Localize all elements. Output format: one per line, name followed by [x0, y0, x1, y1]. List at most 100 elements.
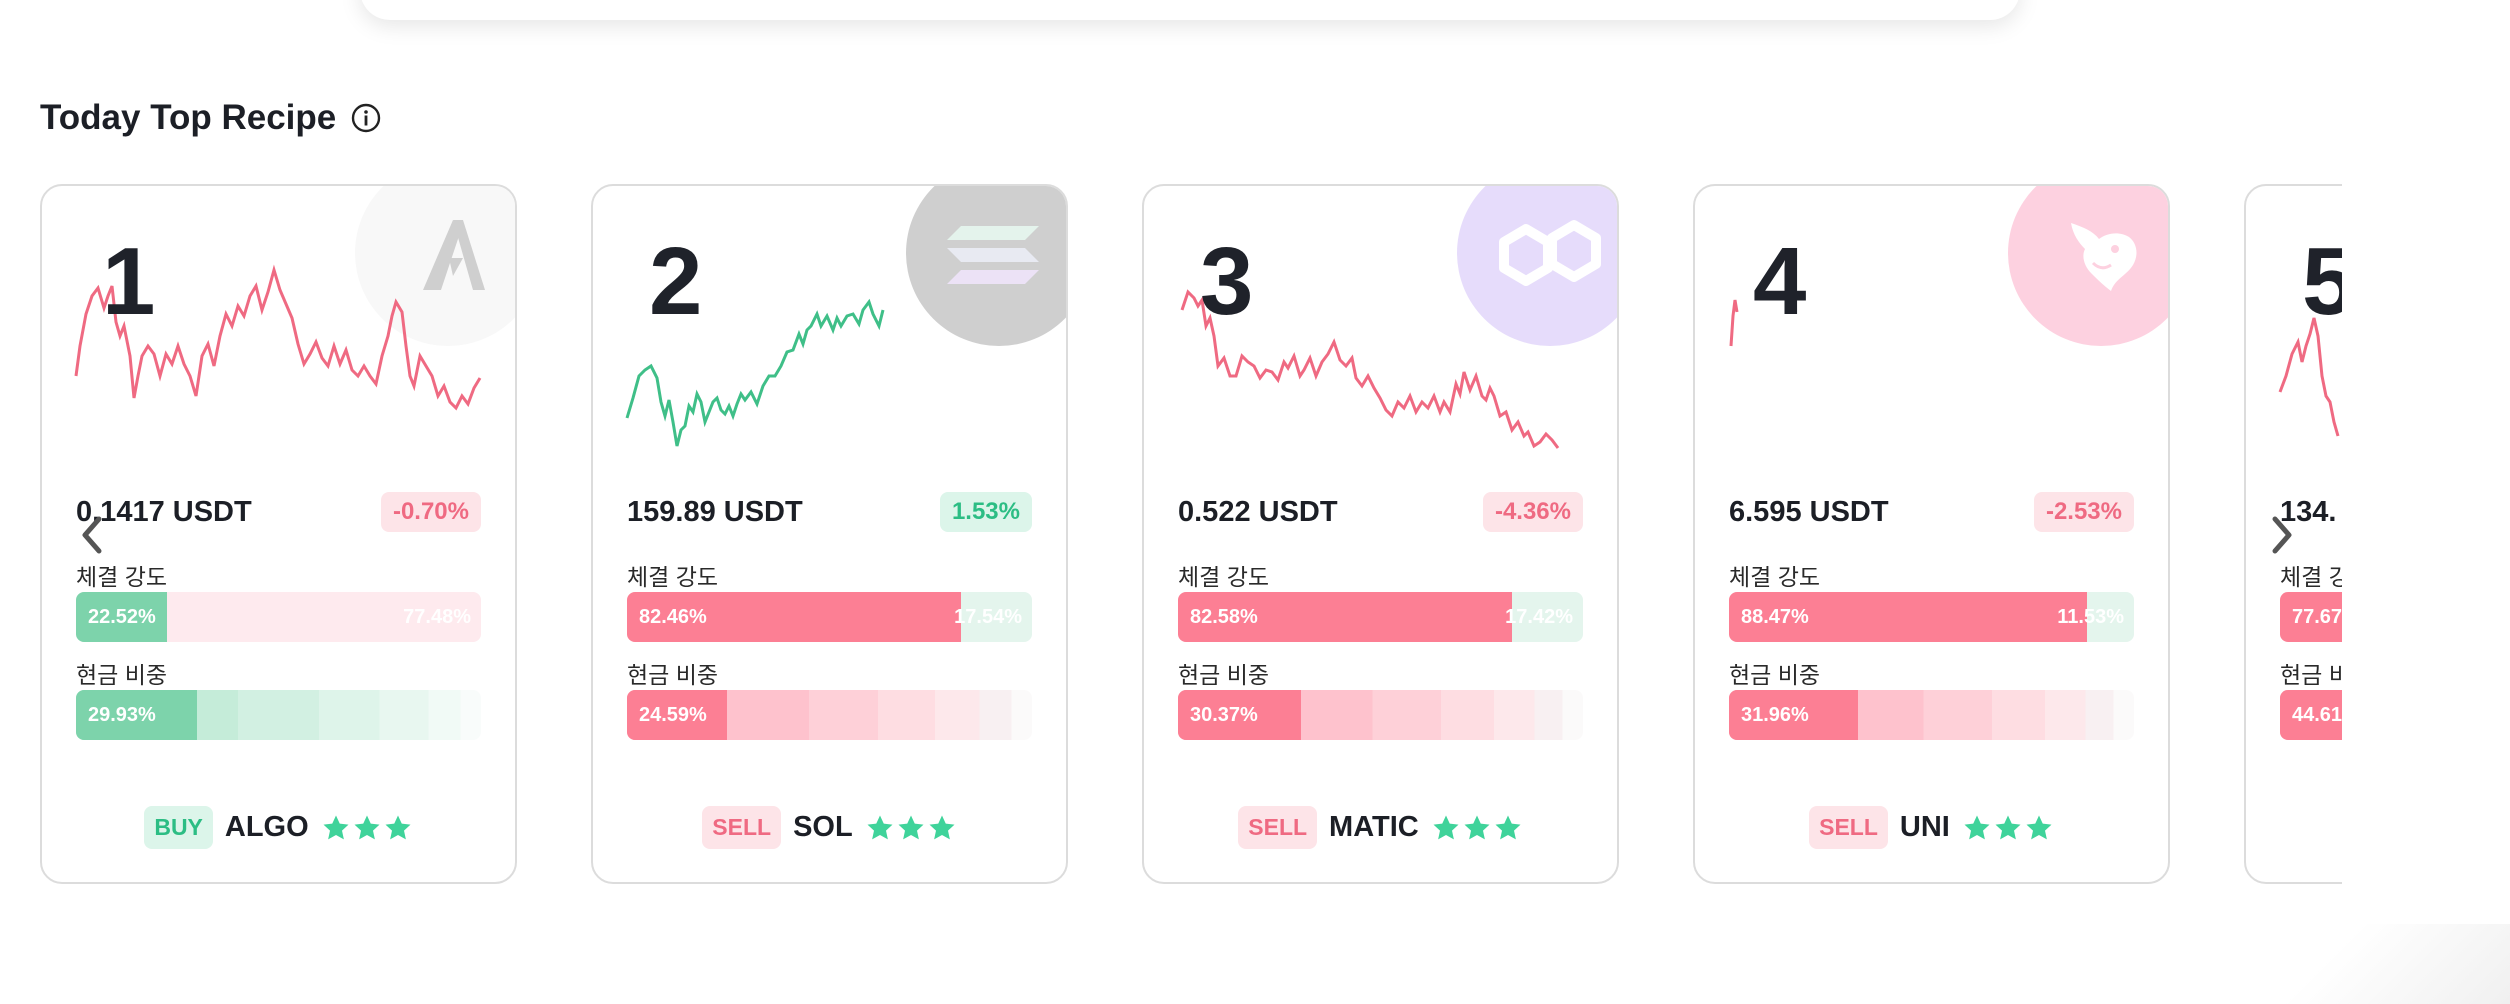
- strength-primary: 77.67: [2280, 592, 2342, 642]
- side-badge: SELL: [702, 806, 782, 849]
- chevron-right-icon: [2272, 516, 2292, 554]
- uniswap-logo-icon: [2008, 186, 2168, 346]
- strength-primary: 88.47%: [1729, 592, 2088, 642]
- recipe-card-3[interactable]: 3 0.522 USDT -4.36% 체결 강도 82.58% 17.42% …: [1142, 184, 1619, 884]
- cash-bar: 30.37%: [1178, 690, 1583, 740]
- star-icon: [385, 815, 411, 839]
- recipe-card-2[interactable]: 2 159.89 USDT 1.53% 체결 강도 82.46% 17.54% …: [591, 184, 1068, 884]
- strength-bar: 82.58% 17.42%: [1178, 592, 1583, 642]
- price: 0.1417 USDT: [76, 495, 252, 528]
- rating-stars: [321, 813, 413, 843]
- strength-bar: 82.46% 17.54%: [627, 592, 1032, 642]
- change-badge: -0.70%: [380, 492, 481, 532]
- carousel-next-button[interactable]: [2262, 510, 2302, 560]
- card-footer: SELL SOL: [593, 806, 1066, 849]
- rank-number: 2: [649, 228, 703, 335]
- cash-bar: 44.61: [2280, 690, 2342, 740]
- rating-stars: [1962, 813, 2054, 843]
- info-icon[interactable]: [350, 102, 382, 134]
- strength-bar: 77.67: [2280, 592, 2342, 642]
- price-sparkline: [1729, 299, 1739, 347]
- star-icon: [1995, 815, 2021, 839]
- price: 159.89 USDT: [627, 495, 803, 528]
- section-title: Today Top Recipe: [40, 98, 337, 137]
- cash-fill: 29.93%: [76, 690, 198, 740]
- strength-label: 체결 강도: [1729, 564, 1821, 590]
- top-panel-shadow: [360, 0, 2020, 20]
- star-icon: [898, 815, 924, 839]
- cash-bar: 31.96%: [1729, 690, 2134, 740]
- cash-fill: 24.59%: [627, 690, 727, 740]
- card-footer: SELL UNI: [1695, 806, 2168, 849]
- price-sparkline: [625, 298, 885, 447]
- strength-label: 체결 강도: [76, 564, 168, 590]
- change-badge: 1.53%: [939, 492, 1032, 532]
- price: 134.: [2280, 495, 2337, 528]
- side-badge: BUY: [144, 806, 213, 849]
- card-footer: BUY ALGO: [42, 806, 515, 849]
- star-icon: [354, 815, 380, 839]
- star-icon: [323, 815, 349, 839]
- price-sparkline: [2278, 317, 2340, 437]
- cash-bar: 24.59%: [627, 690, 1032, 740]
- star-icon: [1464, 815, 1490, 839]
- rating-stars: [865, 813, 957, 843]
- cash-label: 현금 비중: [1178, 662, 1270, 688]
- strength-primary: 82.58%: [1178, 592, 1513, 642]
- price-sparkline: [74, 264, 482, 411]
- rank-number: 5: [2302, 234, 2342, 330]
- cash-fill: 30.37%: [1178, 690, 1301, 740]
- cash-label: 현금 비중: [1729, 662, 1821, 688]
- coin-symbol: ALGO: [224, 811, 309, 843]
- cash-bar: 29.93%: [76, 690, 481, 740]
- coin-symbol: MATIC: [1329, 811, 1419, 843]
- price-row: 159.89 USDT 1.53%: [627, 490, 1032, 534]
- recipe-card-4[interactable]: 4 6.595 USDT -2.53% 체결 강도 88.47% 11.53% …: [1693, 184, 2170, 884]
- carousel-prev-button[interactable]: [72, 510, 112, 560]
- strength-bar: 22.52% 77.48%: [76, 592, 481, 642]
- strength-secondary: 17.42%: [1505, 592, 1583, 642]
- strength-bar: 88.47% 11.53%: [1729, 592, 2134, 642]
- change-badge: -2.53%: [2033, 492, 2134, 532]
- price-row: 0.522 USDT -4.36%: [1178, 490, 1583, 534]
- strength-label: 체결 강도: [2280, 564, 2342, 590]
- strength-label: 체결 강도: [627, 564, 719, 590]
- strength-primary: 22.52%: [76, 592, 168, 642]
- star-icon: [1964, 815, 1990, 839]
- price-row: 134.: [2280, 490, 2342, 534]
- rating-stars: [1431, 813, 1523, 843]
- star-icon: [867, 815, 893, 839]
- card-footer: SELL MATIC: [1144, 806, 1617, 849]
- star-icon: [1433, 815, 1459, 839]
- side-badge: SELL: [1238, 806, 1318, 849]
- cash-label: 현금 비중: [2280, 662, 2342, 688]
- price: 6.595 USDT: [1729, 495, 1889, 528]
- section-header: Today Top Recipe: [40, 96, 382, 140]
- star-icon: [2026, 815, 2052, 839]
- coin-symbol: UNI: [1899, 811, 1950, 843]
- cash-label: 현금 비중: [76, 662, 168, 688]
- star-icon: [929, 815, 955, 839]
- price-sparkline: [1180, 289, 1560, 449]
- star-icon: [1495, 815, 1521, 839]
- recipe-carousel: 1 0.1417 USDT -0.70% 체결 강도 22.52% 77.48%…: [40, 184, 2342, 890]
- strength-secondary: 17.54%: [954, 592, 1032, 642]
- price-row: 0.1417 USDT -0.70%: [76, 490, 481, 534]
- cash-label: 현금 비중: [627, 662, 719, 688]
- strength-secondary: 77.48%: [167, 592, 481, 642]
- chevron-left-icon: [82, 516, 102, 554]
- corner-shadow: [2210, 924, 2510, 1004]
- cash-fill: 44.61: [2280, 690, 2342, 740]
- rank-number: 1: [102, 228, 156, 335]
- price: 0.522 USDT: [1178, 495, 1338, 528]
- recipe-card-5[interactable]: 5 134. 체결 강도 77.67 현금 비중 44.61: [2244, 184, 2342, 884]
- strength-secondary: 11.53%: [2057, 592, 2134, 642]
- rank-number: 3: [1200, 228, 1254, 335]
- strength-primary: 82.46%: [627, 592, 961, 642]
- cash-fill: 31.96%: [1729, 690, 1859, 740]
- recipe-card-1[interactable]: 1 0.1417 USDT -0.70% 체결 강도 22.52% 77.48%…: [40, 184, 517, 884]
- rank-number: 4: [1753, 228, 1807, 335]
- change-badge: -4.36%: [1482, 492, 1583, 532]
- coin-symbol: SOL: [793, 811, 853, 843]
- side-badge: SELL: [1809, 806, 1888, 849]
